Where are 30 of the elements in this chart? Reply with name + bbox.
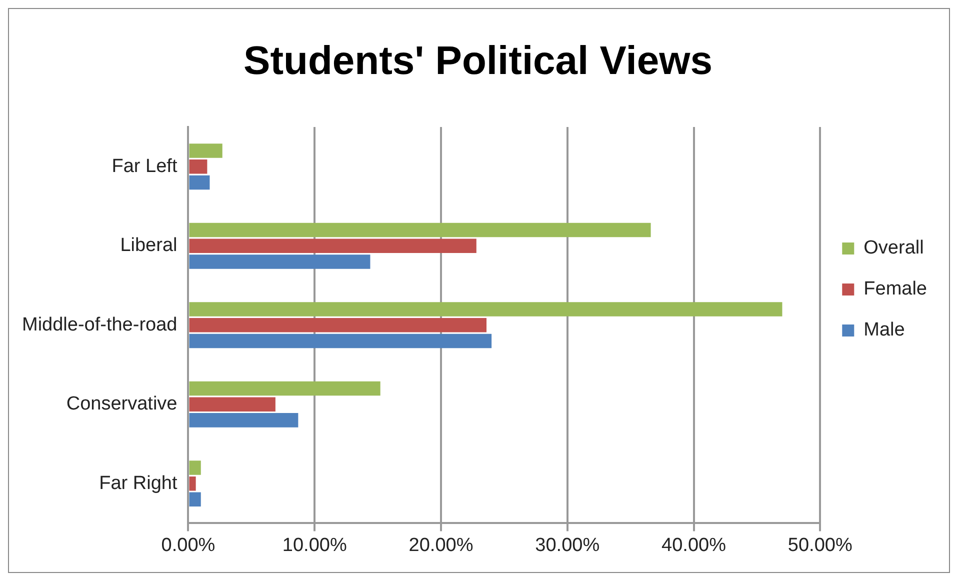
bar (189, 222, 651, 238)
y-tick-label: Conservative (66, 394, 178, 415)
bar (189, 334, 492, 348)
y-tick-label: Liberal (120, 235, 178, 256)
x-tick-label: 10.00% (282, 534, 347, 556)
bar (189, 397, 276, 412)
legend-label: Female (864, 278, 928, 300)
y-tick-label: Far Right (99, 472, 178, 494)
bar (189, 413, 298, 428)
bar (189, 492, 201, 507)
bar (189, 254, 370, 269)
bar (189, 159, 208, 174)
bar (189, 460, 201, 475)
bar (189, 175, 210, 190)
legend-label: Male (864, 320, 905, 341)
bar (189, 476, 196, 491)
chart-title: Students' Political Views (244, 39, 712, 84)
x-tick-label: 0.00% (161, 534, 216, 556)
y-tick-label: Far Left (112, 156, 178, 177)
x-tick-label: 50.00% (788, 534, 852, 556)
legend-label: Overall (864, 238, 924, 259)
bar (189, 144, 222, 158)
bar (189, 381, 380, 396)
x-tick-label: 20.00% (408, 534, 474, 556)
bar (189, 302, 782, 316)
bar (189, 238, 476, 253)
bar (189, 318, 486, 332)
x-tick-label: 40.00% (662, 534, 726, 556)
y-tick-label: Middle-of-the-road (22, 314, 178, 336)
x-tick-label: 30.00% (535, 534, 600, 556)
